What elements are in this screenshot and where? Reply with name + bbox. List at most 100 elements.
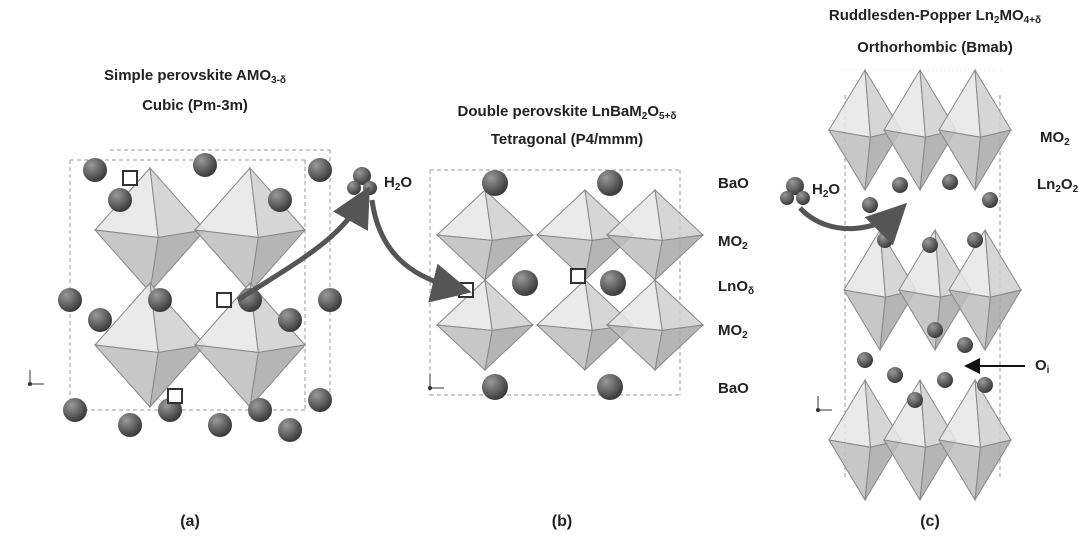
- text-part: O: [1061, 176, 1073, 193]
- atom: [193, 153, 217, 177]
- interstitial-label: Oi: [1035, 357, 1050, 376]
- atom: [58, 288, 82, 312]
- octahedron: [607, 190, 703, 280]
- facet: [195, 168, 258, 237]
- facet: [250, 345, 305, 407]
- text-part: LnO: [718, 278, 748, 295]
- atom: [347, 181, 361, 195]
- facet: [150, 168, 205, 237]
- atom: [887, 367, 903, 383]
- axis: [428, 386, 432, 390]
- atom: [862, 197, 878, 213]
- facet: [985, 230, 1021, 297]
- water-label: H2O: [384, 174, 412, 193]
- panel-label: (a): [180, 513, 200, 530]
- facet: [975, 130, 1011, 190]
- vacancy: [168, 389, 182, 403]
- facet: [655, 325, 703, 370]
- atom: [308, 388, 332, 412]
- axis: [28, 382, 32, 386]
- atom: [148, 288, 172, 312]
- facet: [975, 440, 1011, 500]
- subscript: i: [1047, 365, 1050, 376]
- octahedron: [949, 230, 1021, 350]
- atom: [208, 413, 232, 437]
- facet: [939, 70, 980, 137]
- text-part: MO: [1040, 129, 1064, 146]
- facet: [939, 440, 980, 500]
- subscript: 5+δ: [659, 111, 676, 122]
- text-part: O: [400, 174, 412, 191]
- atom: [927, 322, 943, 338]
- atom: [796, 191, 810, 205]
- atom: [318, 288, 342, 312]
- layer-label: MO2: [1040, 129, 1070, 148]
- vacancy: [571, 269, 585, 283]
- atom: [857, 352, 873, 368]
- octahedron: [607, 280, 703, 370]
- facet: [844, 290, 885, 350]
- facet: [95, 230, 158, 292]
- atom: [88, 308, 112, 332]
- subscript: δ: [748, 286, 754, 297]
- text-part: H: [384, 174, 395, 191]
- facet: [537, 325, 592, 370]
- facet: [537, 280, 592, 330]
- atom: [937, 372, 953, 388]
- atom: [597, 374, 623, 400]
- atom: [278, 308, 302, 332]
- facet: [537, 190, 592, 240]
- vacancy: [217, 293, 231, 307]
- atom: [780, 191, 794, 205]
- atom: [982, 192, 998, 208]
- facet: [195, 345, 258, 407]
- atom: [63, 398, 87, 422]
- facet: [607, 190, 662, 240]
- atom: [597, 170, 623, 196]
- atom: [83, 158, 107, 182]
- atom: [363, 181, 377, 195]
- subscript: 2: [742, 330, 748, 341]
- text-part: MO: [718, 322, 742, 339]
- facet: [829, 70, 870, 137]
- atom: [892, 177, 908, 193]
- facet: [975, 70, 1011, 137]
- atom: [248, 398, 272, 422]
- layer-label: MO2: [718, 233, 748, 252]
- atom: [512, 270, 538, 296]
- panel-title: Simple perovskite AMO3-δ: [104, 67, 286, 86]
- atom: [278, 418, 302, 442]
- facet: [655, 280, 703, 330]
- text-part: BaO: [718, 380, 749, 397]
- text-part: H: [812, 181, 823, 198]
- atom: [957, 337, 973, 353]
- atom: [118, 413, 142, 437]
- text-part: Simple perovskite AMO: [104, 67, 271, 84]
- panel-label: (b): [552, 513, 572, 530]
- facet: [884, 440, 925, 500]
- atom: [600, 270, 626, 296]
- text-part: O: [828, 181, 840, 198]
- facet: [485, 190, 533, 240]
- panel-label: (c): [920, 513, 940, 530]
- atom: [308, 158, 332, 182]
- octahedron: [195, 168, 305, 292]
- layer-label: BaO: [718, 175, 749, 192]
- vacancy: [123, 171, 137, 185]
- panel-title: Double perovskite LnBaM2O5+δ: [458, 103, 677, 122]
- facet: [939, 380, 980, 447]
- facet: [655, 235, 703, 280]
- arrow: [800, 208, 900, 229]
- facet: [829, 440, 870, 500]
- text-part: Double perovskite LnBaM: [458, 103, 642, 120]
- facet: [607, 325, 662, 370]
- atom: [108, 188, 132, 212]
- facet: [485, 325, 533, 370]
- text-part: BaO: [718, 175, 749, 192]
- panel-subtitle: Cubic (Pm-3m): [142, 97, 248, 114]
- facet: [437, 190, 492, 240]
- facet: [437, 235, 492, 280]
- text-part: Ruddlesden-Popper Ln: [829, 7, 994, 24]
- facet: [655, 190, 703, 240]
- subscript: 4+δ: [1024, 15, 1041, 26]
